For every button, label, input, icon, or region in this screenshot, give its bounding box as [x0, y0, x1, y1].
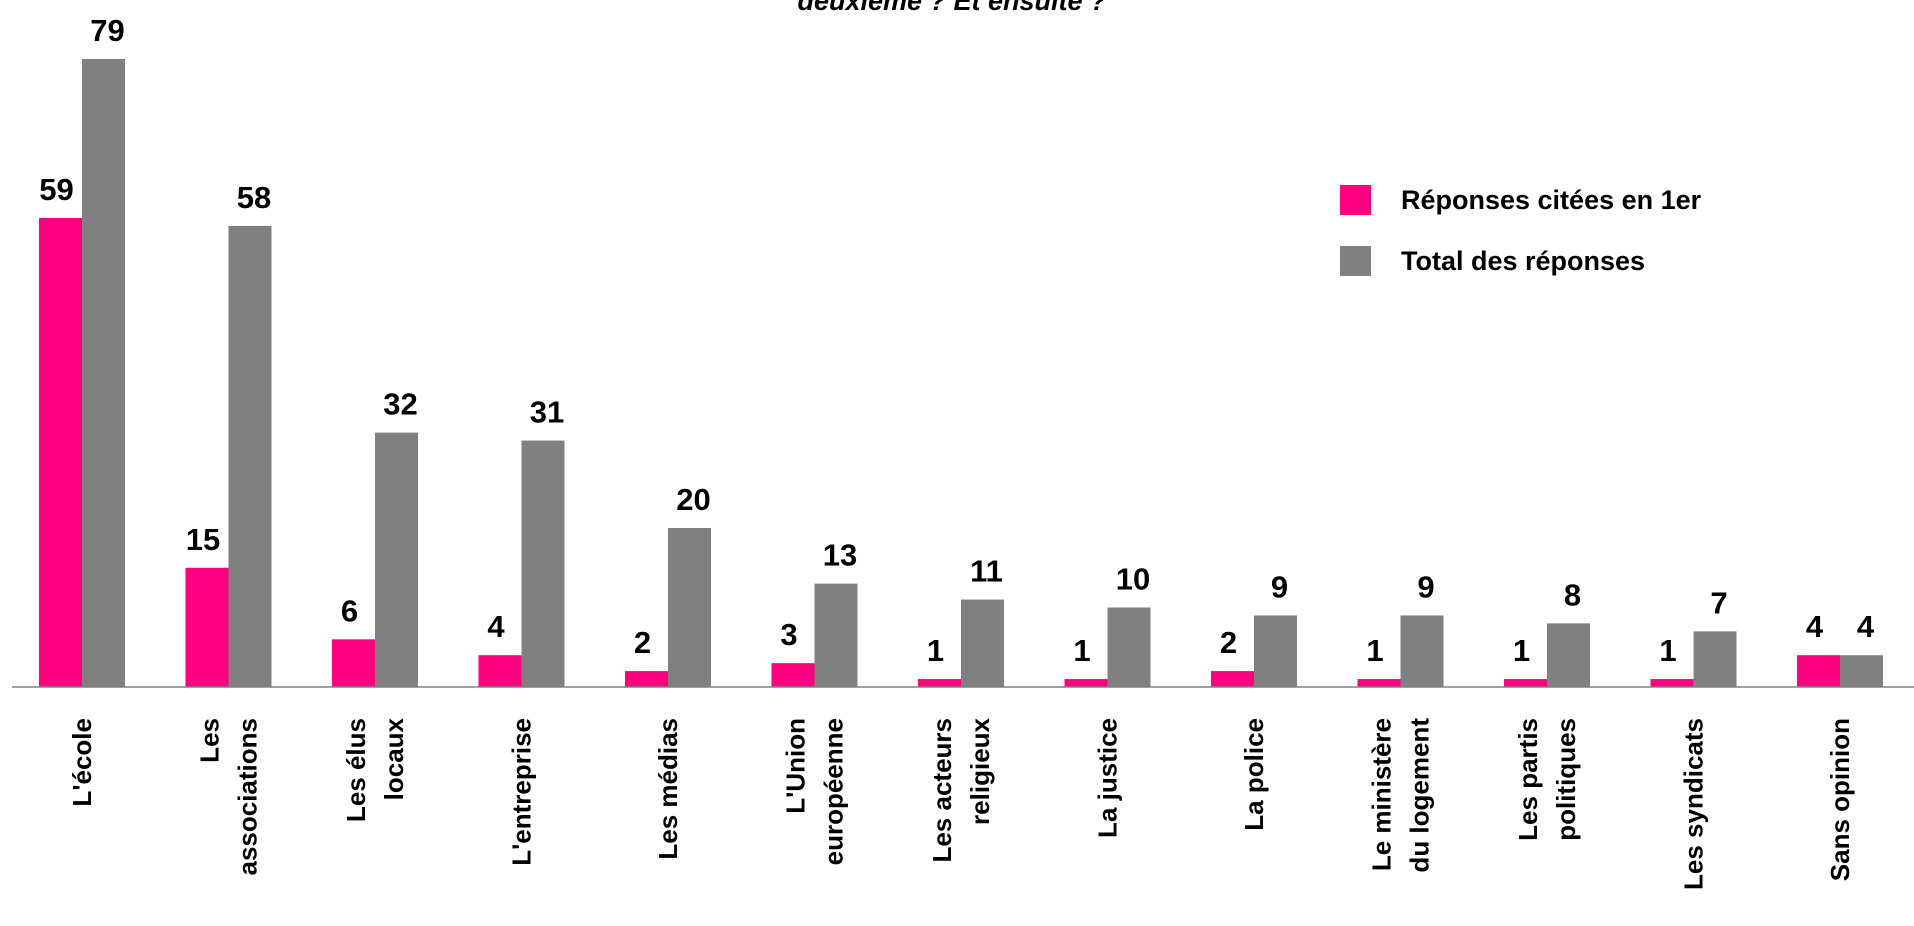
value-label: 9 [1271, 569, 1288, 604]
value-label: 4 [1857, 609, 1875, 644]
bar [814, 583, 858, 687]
value-label: 4 [487, 609, 505, 644]
bar [332, 639, 375, 687]
value-label: 1 [1073, 633, 1090, 668]
value-label: 6 [341, 593, 358, 628]
bar [1693, 631, 1737, 687]
value-label: 15 [186, 522, 220, 557]
x-tick-label-text: L'école [67, 718, 97, 807]
x-tick-label-text: La justice [1093, 718, 1123, 838]
value-label: 1 [1513, 633, 1530, 668]
bar [625, 671, 668, 687]
value-label: 7 [1710, 585, 1727, 620]
value-label: 11 [970, 554, 1003, 589]
bar [228, 225, 272, 687]
x-tick-label: La justice [1093, 718, 1123, 838]
value-label: 59 [39, 172, 73, 207]
value-label: 20 [676, 482, 710, 517]
bar [771, 663, 815, 687]
value-label: 3 [780, 617, 797, 652]
value-label: 4 [1806, 609, 1824, 644]
value-label: 10 [1116, 562, 1150, 597]
x-tick-label-text: Sans opinion [1825, 718, 1855, 881]
bar [1211, 671, 1254, 687]
bar [82, 58, 125, 687]
x-tick-label-text: L'entreprise [507, 718, 537, 866]
bar [185, 567, 229, 687]
x-tick-label: L'Union européenne [781, 718, 849, 865]
legend-label: Total des réponses [1401, 246, 1645, 276]
x-tick-label-text: Les associations [195, 718, 263, 876]
x-tick-label-text: Les syndicats [1679, 718, 1709, 890]
bar [1504, 679, 1547, 687]
bar [1797, 655, 1840, 687]
legend-swatch [1340, 185, 1371, 215]
bar [1254, 615, 1297, 687]
legend-swatch [1340, 246, 1371, 276]
value-label: 8 [1564, 577, 1581, 612]
bar [1064, 679, 1108, 687]
x-tick-label: Les acteurs religieux [927, 717, 995, 862]
x-tick-label: Le ministère du logement [1367, 718, 1435, 873]
value-label: 2 [634, 625, 651, 660]
x-tick-label-text: L'Union européenne [781, 718, 849, 865]
x-tick-label-text: Les médias [653, 718, 683, 860]
value-label: 2 [1220, 625, 1237, 660]
value-label: 1 [927, 633, 944, 668]
bar [375, 432, 418, 687]
value-label: 32 [383, 387, 417, 422]
value-label: 58 [237, 180, 271, 215]
x-tick-label: Les médias [653, 718, 683, 860]
x-tick-label: Les associations [195, 718, 263, 876]
legend-label: Réponses citées en 1er [1401, 185, 1702, 215]
bar [1840, 655, 1883, 687]
value-label: 31 [530, 395, 564, 430]
bar [1357, 679, 1401, 687]
bar [478, 655, 522, 687]
x-tick-label: Sans opinion [1825, 718, 1855, 881]
value-label: 79 [90, 13, 124, 48]
bar [39, 217, 82, 687]
bar [961, 599, 1004, 687]
chart-title: deuxième ? Et ensuite ? [797, 0, 1106, 16]
bar [1107, 607, 1151, 687]
x-tick-label-text: Le ministère du logement [1367, 718, 1435, 873]
value-label: 1 [1366, 633, 1383, 668]
x-tick-label: L'école [67, 718, 97, 807]
bar [1547, 623, 1590, 687]
x-tick-label: Les partis politiques [1513, 718, 1581, 841]
x-tick-label-text: Les partis politiques [1513, 718, 1581, 841]
x-tick-label-text: Les élus locaux [341, 717, 409, 822]
x-tick-label: La police [1239, 718, 1269, 831]
x-tick-label-text: Les acteurs religieux [927, 717, 995, 862]
value-label: 13 [823, 538, 857, 573]
x-tick-label: Les élus locaux [341, 717, 409, 822]
value-label: 1 [1659, 633, 1676, 668]
value-label: 9 [1417, 569, 1434, 604]
bar [1400, 615, 1444, 687]
bar [1650, 679, 1694, 687]
x-tick-label: Les syndicats [1679, 718, 1709, 890]
bar [918, 679, 961, 687]
x-tick-label-text: La police [1239, 718, 1269, 831]
bar [521, 440, 565, 687]
bar [668, 528, 711, 687]
x-tick-label: L'entreprise [507, 718, 537, 866]
